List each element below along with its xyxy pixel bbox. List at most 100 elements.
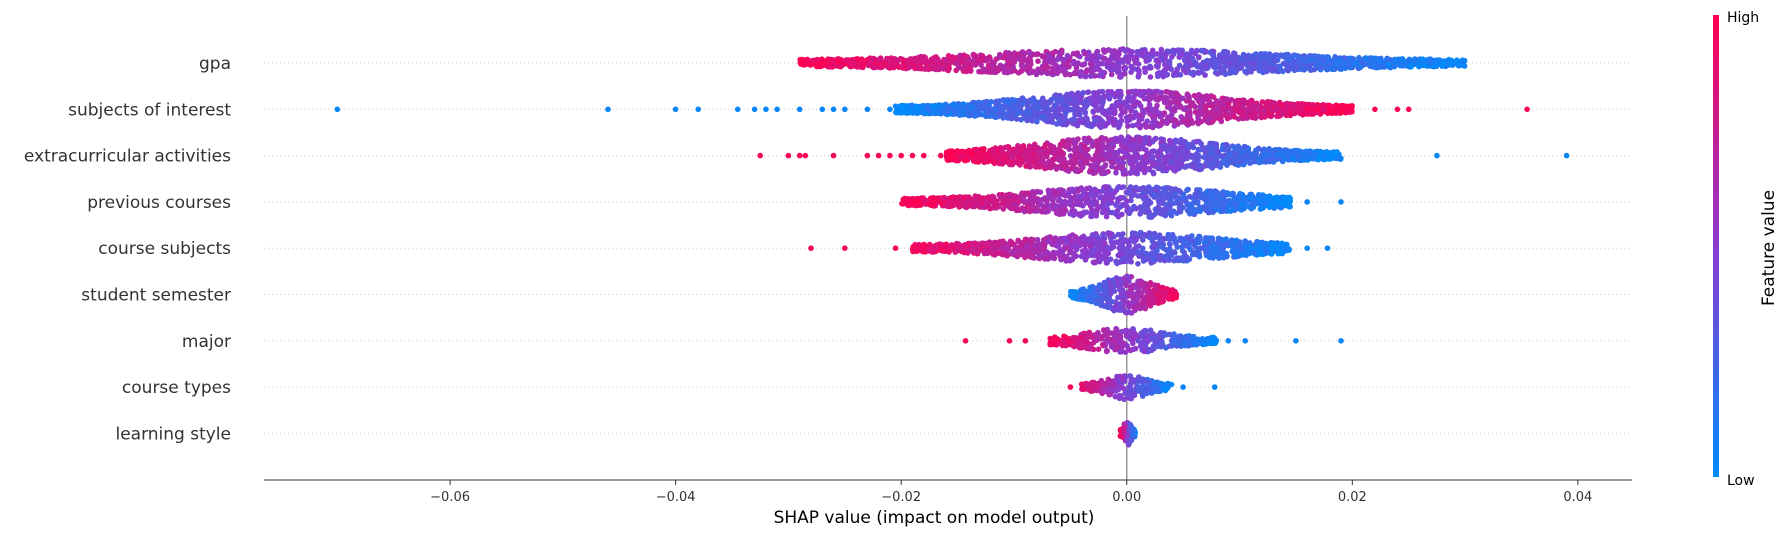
shap-point xyxy=(1188,55,1195,61)
shap-point xyxy=(896,64,902,70)
shap-points xyxy=(334,46,1570,448)
shap-point xyxy=(1082,73,1089,80)
shap-point xyxy=(1165,48,1172,55)
shap-point xyxy=(1024,59,1031,65)
shap-point xyxy=(1272,58,1278,65)
shap-point xyxy=(951,55,958,61)
shap-point xyxy=(1027,50,1033,57)
shap-point xyxy=(1127,113,1134,119)
shap-point xyxy=(1148,95,1154,102)
shap-point xyxy=(999,148,1005,155)
shap-point xyxy=(802,61,808,67)
shap-point xyxy=(965,66,971,73)
shap-point xyxy=(1197,104,1203,110)
shap-point xyxy=(1120,169,1127,175)
shap-point xyxy=(1183,51,1190,57)
shap-point xyxy=(1206,98,1212,104)
shap-point xyxy=(1326,102,1333,109)
shap-point xyxy=(1002,54,1009,60)
shap-point xyxy=(1141,48,1147,55)
shap-point xyxy=(991,160,998,166)
shap-point xyxy=(1255,107,1261,113)
shap-point xyxy=(1180,67,1187,73)
shap-point xyxy=(864,152,871,159)
shap-point xyxy=(1258,114,1265,121)
shap-point xyxy=(830,106,837,113)
shap-point xyxy=(937,107,944,114)
shap-point xyxy=(1051,156,1057,162)
shap-point xyxy=(1018,68,1025,74)
shap-point xyxy=(1013,52,1020,58)
shap-point xyxy=(1167,105,1174,111)
shap-point xyxy=(975,102,981,108)
feature-label: student semester xyxy=(81,286,231,306)
shap-point xyxy=(875,152,882,159)
shap-point xyxy=(1274,151,1281,158)
shap-point xyxy=(1161,110,1168,116)
shap-point xyxy=(903,57,910,64)
shap-point xyxy=(1015,101,1021,108)
shap-point xyxy=(829,57,836,63)
shap-point xyxy=(933,61,940,68)
shap-point xyxy=(1031,151,1037,157)
shap-point xyxy=(1342,55,1348,61)
shap-point xyxy=(1153,106,1159,112)
shap-point xyxy=(1097,124,1104,131)
shap-point xyxy=(1098,94,1104,101)
shap-point xyxy=(1271,157,1277,163)
shap-point xyxy=(1351,61,1358,68)
shap-point xyxy=(1349,104,1355,111)
shap-point xyxy=(1074,111,1081,118)
shap-point xyxy=(864,106,871,113)
shap-point xyxy=(1090,162,1096,169)
shap-point xyxy=(1169,54,1175,60)
shap-point xyxy=(1118,134,1125,141)
shap-point xyxy=(826,64,833,70)
shap-point xyxy=(902,108,908,114)
shap-point xyxy=(1011,57,1017,63)
shap-point xyxy=(997,62,1004,69)
shap-point xyxy=(1202,149,1209,156)
shap-point xyxy=(1078,96,1084,102)
shap-point xyxy=(933,54,939,60)
shap-point xyxy=(1224,115,1231,122)
shap-point xyxy=(1113,90,1120,97)
shap-point xyxy=(846,57,853,64)
shap-point xyxy=(1297,102,1304,109)
shap-point xyxy=(1092,117,1098,124)
shap-point xyxy=(1123,150,1130,157)
shap-point xyxy=(1079,62,1085,68)
shap-point xyxy=(920,58,926,64)
shap-point xyxy=(1082,50,1088,57)
shap-point xyxy=(1175,48,1182,54)
shap-point xyxy=(1145,53,1151,60)
shap-point xyxy=(1155,73,1161,80)
shap-point xyxy=(1064,52,1071,59)
shap-point xyxy=(1285,67,1291,74)
shap-point xyxy=(1166,58,1173,65)
shap-point xyxy=(989,60,995,66)
shap-point xyxy=(1207,140,1213,147)
shap-point xyxy=(1004,99,1010,105)
shap-point xyxy=(1089,156,1096,163)
shap-point xyxy=(1094,48,1101,55)
shap-point xyxy=(1065,168,1072,174)
shap-point xyxy=(1000,106,1006,112)
shap-point xyxy=(912,109,918,116)
shap-point xyxy=(1255,155,1262,162)
shap-point xyxy=(1247,60,1253,66)
shap-point xyxy=(1427,59,1433,65)
shap-point xyxy=(1332,54,1338,60)
shap-point xyxy=(1113,170,1119,176)
shap-point xyxy=(1100,157,1107,163)
feature-label: subjects of interest xyxy=(68,100,231,120)
shap-point xyxy=(1172,137,1179,144)
shap-point xyxy=(838,57,845,63)
shap-point xyxy=(1123,57,1129,64)
shap-point xyxy=(1003,112,1009,118)
shap-point xyxy=(1032,104,1039,110)
shap-point xyxy=(1212,62,1219,68)
shap-point xyxy=(1232,101,1239,107)
shap-point xyxy=(1126,93,1133,100)
shap-point xyxy=(1192,50,1198,57)
